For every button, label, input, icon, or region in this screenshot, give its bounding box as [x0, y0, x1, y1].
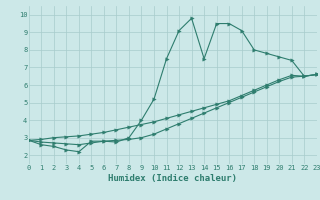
X-axis label: Humidex (Indice chaleur): Humidex (Indice chaleur): [108, 174, 237, 183]
